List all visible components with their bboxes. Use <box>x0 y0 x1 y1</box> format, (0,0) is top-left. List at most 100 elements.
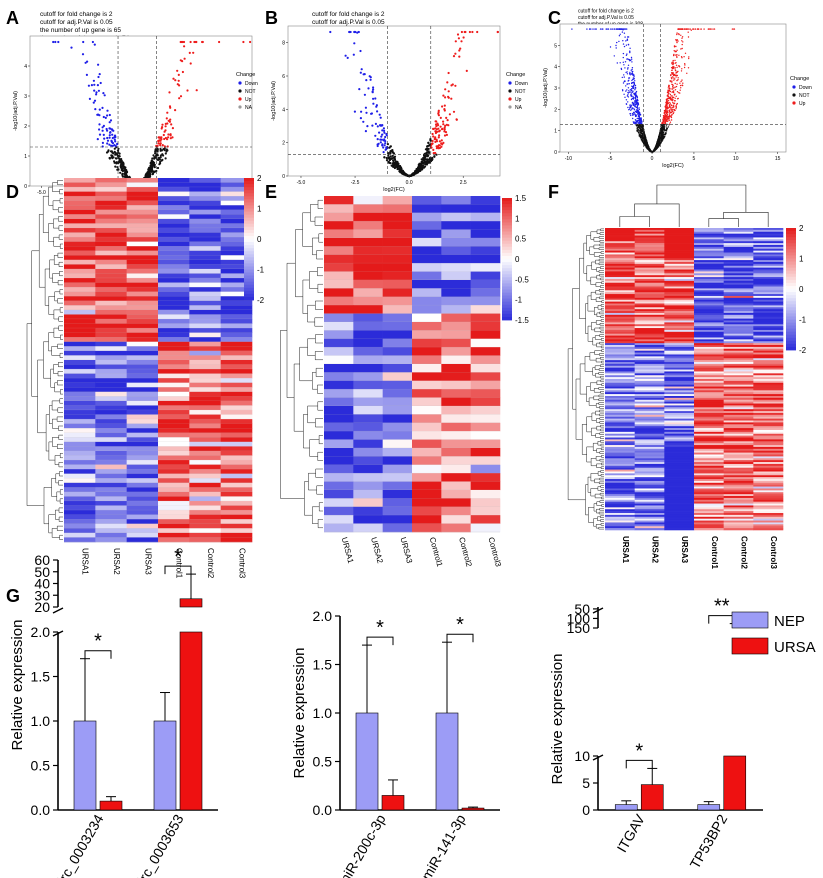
data-point <box>634 119 637 121</box>
data-point <box>157 136 160 139</box>
data-point <box>440 142 443 145</box>
heatmap-cell <box>126 323 159 329</box>
data-point <box>438 134 441 137</box>
dendrogram-branch <box>60 389 63 395</box>
heatmap-cell <box>412 389 442 398</box>
heatmap-cell <box>412 406 442 415</box>
data-point <box>108 113 111 117</box>
data-point <box>366 125 369 128</box>
heatmap-cell <box>324 330 354 340</box>
colorbar-segment <box>244 202 254 206</box>
heatmap-cell <box>95 209 127 215</box>
data-point <box>613 55 615 57</box>
heatmap-cell <box>158 223 190 229</box>
data-point <box>385 132 388 136</box>
heatmap-cell <box>158 400 190 406</box>
heatmap-cell <box>189 337 221 343</box>
data-point <box>166 111 169 114</box>
heatmap-cell <box>382 338 413 348</box>
data-point <box>680 87 682 89</box>
data-point <box>468 30 471 34</box>
data-point <box>571 28 573 30</box>
data-point <box>391 154 394 157</box>
heatmap-cell <box>441 296 471 306</box>
data-point <box>109 131 112 134</box>
data-point <box>353 110 356 113</box>
data-point <box>713 28 716 30</box>
data-point <box>443 134 447 137</box>
heatmap-cell <box>189 328 221 333</box>
heatmap-cell <box>441 246 471 256</box>
data-point <box>365 111 368 114</box>
data-point <box>165 148 168 151</box>
heatmap-cell <box>324 196 354 205</box>
data-point <box>426 162 429 165</box>
data-point <box>703 28 705 30</box>
info-line-1: cutoff for fold change is 2 <box>40 11 113 18</box>
heatmap-cell <box>353 414 383 424</box>
data-point <box>435 147 438 150</box>
data-point <box>663 115 665 118</box>
heatmap-cell <box>95 200 127 206</box>
data-point <box>454 52 457 55</box>
data-point <box>650 150 652 152</box>
data-point <box>673 102 675 105</box>
heatmap-cell <box>470 254 501 264</box>
heatmap-cell <box>64 309 96 315</box>
heatmap-cell <box>64 337 96 343</box>
heatmap-cell <box>64 196 96 202</box>
dendrogram-branch <box>60 334 63 340</box>
data-point <box>106 109 109 112</box>
heatmap-cell <box>158 532 190 538</box>
heatmap-cell <box>64 255 96 261</box>
data-point <box>415 171 418 174</box>
heatmap-cell <box>220 469 253 475</box>
data-point <box>619 33 621 35</box>
data-point <box>189 40 192 44</box>
heatmap-cell <box>95 346 127 352</box>
data-point <box>668 97 670 100</box>
heatmap-cell <box>95 451 127 456</box>
data-point <box>618 35 621 37</box>
heatmap-cell <box>158 214 190 220</box>
data-point <box>640 136 642 138</box>
data-point <box>623 64 625 66</box>
data-point <box>465 69 468 72</box>
data-point <box>451 83 454 86</box>
colorbar-segment <box>244 193 254 197</box>
heatmap-cell <box>126 514 159 520</box>
heatmap-cell <box>382 238 413 247</box>
heatmap-cell <box>412 414 442 424</box>
data-point <box>92 101 95 104</box>
heatmap-cell <box>324 296 354 306</box>
data-point <box>638 130 640 132</box>
heatmap-cell <box>64 455 96 461</box>
heatmap-cell <box>158 451 190 456</box>
y-tick-label: 2 <box>282 141 285 147</box>
heatmap-cell <box>64 223 96 229</box>
data-point <box>434 131 437 135</box>
data-point <box>665 111 667 113</box>
colorbar-segment <box>244 181 254 185</box>
heatmap-cell <box>324 313 354 323</box>
data-point <box>624 28 626 30</box>
y-tick-label: 2 <box>24 124 27 130</box>
heatmap-cell <box>95 464 127 470</box>
data-point <box>627 80 629 82</box>
data-point <box>94 108 97 111</box>
data-point <box>662 120 665 122</box>
legend-title: Change <box>506 72 525 78</box>
dendrogram-branch <box>59 289 63 295</box>
data-point <box>671 111 673 113</box>
heatmap-cell <box>64 209 96 215</box>
heatmap-cell <box>189 187 221 192</box>
heatmap-cell <box>382 364 413 373</box>
heatmap-cell <box>220 300 253 306</box>
heatmap-cell <box>441 322 471 331</box>
data-point <box>438 144 441 147</box>
heatmap-cell <box>64 187 96 192</box>
data-point <box>458 55 461 58</box>
data-point <box>676 83 678 85</box>
data-point <box>667 89 669 91</box>
heatmap-cell <box>220 346 253 352</box>
